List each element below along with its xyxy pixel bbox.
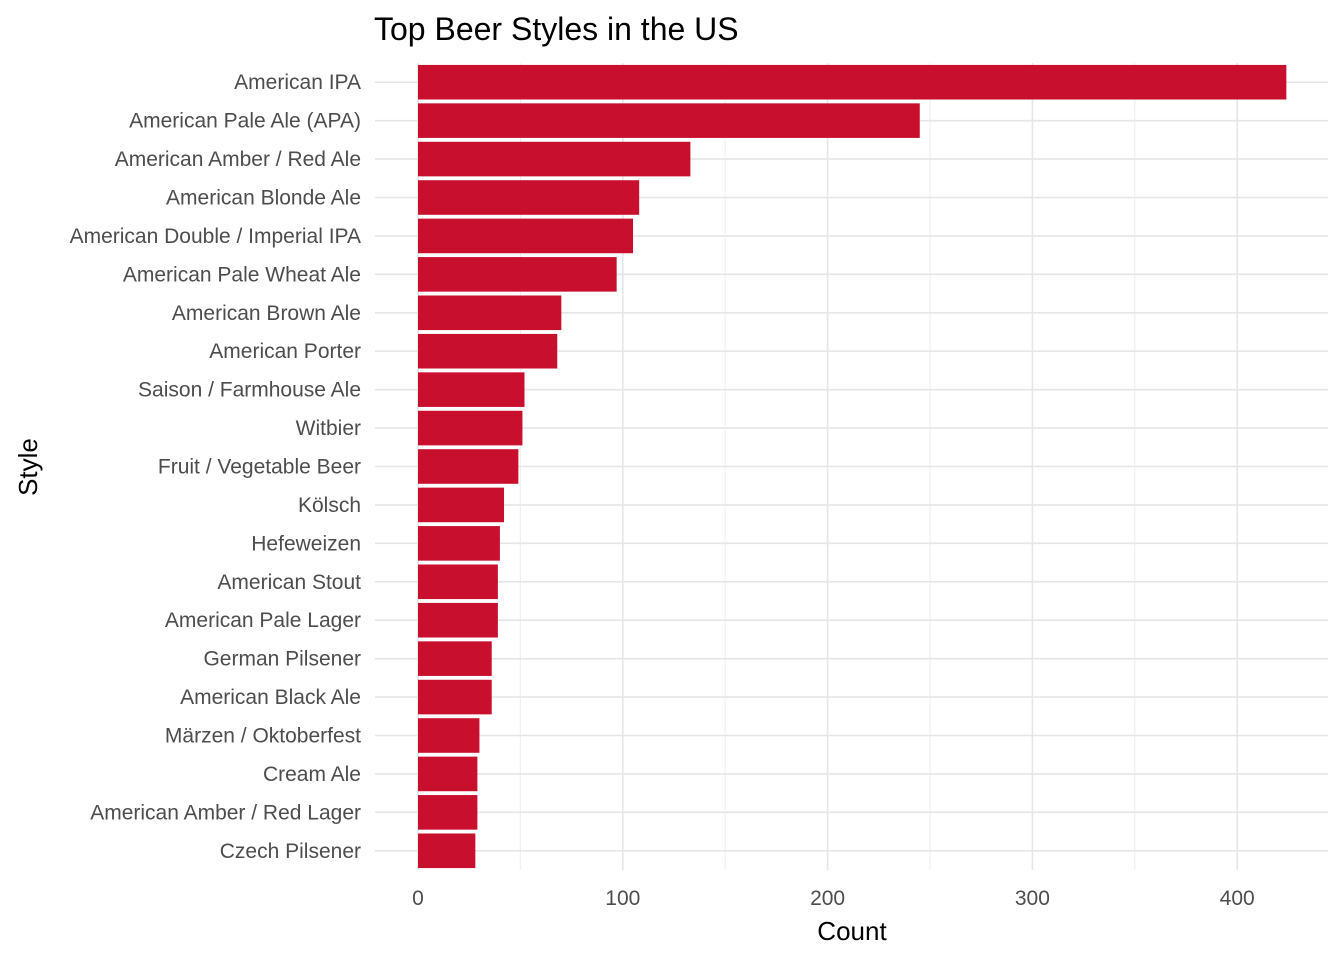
- chart-title: Top Beer Styles in the US: [374, 11, 739, 47]
- y-tick-label: American Amber / Red Ale: [115, 148, 361, 171]
- y-axis-title: Style: [13, 438, 43, 496]
- bar: [418, 449, 519, 484]
- bar: [418, 218, 634, 254]
- y-tick-label: Cream Ale: [263, 763, 361, 786]
- y-tick-label: Hefeweizen: [251, 532, 361, 555]
- y-tick-label: American Pale Lager: [165, 609, 361, 632]
- y-tick-label: American Pale Wheat Ale: [123, 263, 361, 286]
- y-tick-label: American Double / Imperial IPA: [70, 225, 361, 248]
- bar: [418, 372, 525, 407]
- y-tick-label: Saison / Farmhouse Ale: [138, 379, 361, 402]
- bar: [418, 795, 478, 830]
- y-tick-label: American Pale Ale (APA): [129, 110, 361, 133]
- x-tick-label: 0: [412, 887, 424, 910]
- y-tick-label: American Brown Ale: [172, 302, 361, 325]
- x-tick-label: 400: [1220, 887, 1255, 910]
- y-tick-label: American Porter: [209, 340, 361, 363]
- x-tick-label: 200: [810, 887, 845, 910]
- bar: [418, 295, 562, 331]
- bars: [418, 64, 1287, 869]
- y-tick-label: German Pilsener: [203, 648, 361, 671]
- bar: [418, 602, 498, 638]
- bar: [418, 103, 920, 138]
- bar: [418, 410, 523, 446]
- y-tick-label: American Stout: [217, 571, 361, 594]
- bar: [418, 833, 476, 869]
- bar: [418, 141, 691, 177]
- bar: [418, 526, 500, 561]
- bar: [418, 564, 498, 600]
- y-tick-labels: American IPA American Pale Ale (APA) Ameri…: [70, 71, 362, 863]
- bar: [418, 756, 478, 792]
- bar: [418, 641, 492, 676]
- bar: [418, 333, 558, 369]
- x-axis-title: Count: [817, 916, 887, 946]
- y-tick-label: Fruit / Vegetable Beer: [158, 456, 361, 479]
- x-tick-labels: 0 100 200 300 400: [412, 887, 1255, 910]
- bar: [418, 64, 1287, 100]
- y-tick-label: Czech Pilsener: [220, 840, 361, 863]
- y-tick-label: American Amber / Red Lager: [90, 801, 361, 824]
- y-tick-label: American IPA: [234, 71, 361, 94]
- x-tick-label: 100: [605, 887, 640, 910]
- x-tick-label: 300: [1015, 887, 1050, 910]
- bar: [418, 180, 640, 215]
- bar: [418, 718, 480, 753]
- bar: [418, 257, 617, 292]
- y-tick-label: American Black Ale: [180, 686, 361, 709]
- y-tick-label: Witbier: [296, 417, 361, 440]
- y-tick-label: Kölsch: [298, 494, 361, 517]
- bar: [418, 487, 505, 523]
- bar: [418, 679, 492, 715]
- y-tick-label: Märzen / Oktoberfest: [165, 725, 361, 748]
- y-tick-label: American Blonde Ale: [166, 187, 361, 210]
